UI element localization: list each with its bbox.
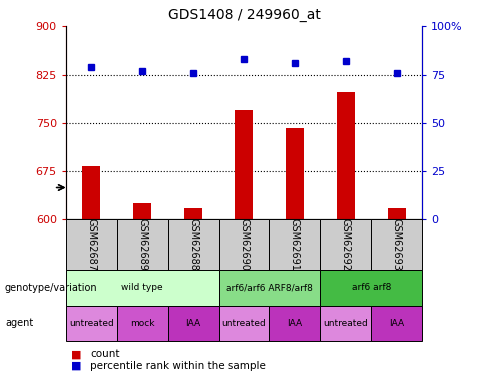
Text: IAA: IAA [287,319,303,328]
Bar [66,219,117,270]
Bar [320,306,371,341]
Bar [371,306,422,341]
Text: GSM62689: GSM62689 [137,218,147,271]
Bar [66,270,219,306]
Bar [184,209,202,219]
Bar [168,306,219,341]
Bar [82,166,100,219]
Text: arf6/arf6 ARF8/arf8: arf6/arf6 ARF8/arf8 [226,284,313,292]
Text: GSM62691: GSM62691 [290,218,300,271]
Bar [168,219,219,270]
Bar [269,219,320,270]
Bar [219,306,269,341]
Bar [66,306,117,341]
Bar [337,92,355,219]
Bar [388,209,406,219]
Text: untreated: untreated [222,319,266,328]
Text: percentile rank within the sample: percentile rank within the sample [90,361,266,370]
Text: untreated: untreated [69,319,114,328]
Bar [286,128,304,219]
Text: untreated: untreated [324,319,368,328]
Title: GDS1408 / 249960_at: GDS1408 / 249960_at [167,9,321,22]
Text: wild type: wild type [122,284,163,292]
Text: GSM62693: GSM62693 [392,218,402,271]
Text: mock: mock [130,319,155,328]
Text: IAA: IAA [185,319,201,328]
Bar [269,306,320,341]
Bar [371,219,422,270]
Text: agent: agent [5,318,33,328]
Text: count: count [90,350,120,359]
Text: ■: ■ [71,361,81,370]
Bar [219,219,269,270]
Bar [133,203,151,219]
Bar [117,306,168,341]
Bar [320,270,422,306]
Text: GSM62688: GSM62688 [188,218,198,271]
Bar [235,110,253,219]
Bar [117,219,168,270]
Bar [320,219,371,270]
Text: ■: ■ [71,350,81,359]
Text: genotype/variation: genotype/variation [5,283,98,293]
Text: GSM62687: GSM62687 [86,218,96,271]
Text: GSM62692: GSM62692 [341,218,351,271]
Bar [219,270,320,306]
Text: GSM62690: GSM62690 [239,218,249,271]
Text: arf6 arf8: arf6 arf8 [351,284,391,292]
Text: IAA: IAA [389,319,404,328]
